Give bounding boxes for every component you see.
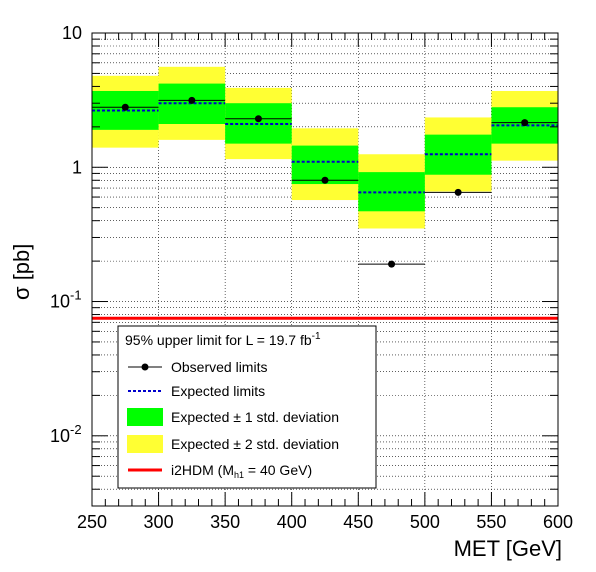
legend-expected-label: Expected limits xyxy=(171,383,265,399)
plot-frame xyxy=(91,32,559,507)
y-tick-label: 10-2 xyxy=(50,422,82,446)
legend-band2-swatch xyxy=(127,435,163,453)
x-tick-label: 500 xyxy=(410,512,440,532)
observed-point xyxy=(321,176,329,184)
x-axis-title: MET [GeV] xyxy=(454,536,562,561)
legend-band1-swatch xyxy=(127,408,163,426)
observed-point xyxy=(388,260,396,268)
legend-observed-label: Observed limits xyxy=(171,359,267,375)
y-axis-title: σ [pb] xyxy=(9,244,34,300)
observed-point xyxy=(121,103,129,111)
x-axis-ticks: 250 300 350 400 450 500 550 600 xyxy=(77,33,573,532)
observed-point xyxy=(454,188,462,196)
frame-rect xyxy=(91,32,559,507)
y-tick-label: 10 xyxy=(62,23,82,43)
y-tick-label: 1 xyxy=(72,157,82,177)
observed-point xyxy=(188,96,196,104)
x-tick-label: 550 xyxy=(476,512,506,532)
x-tick-label: 300 xyxy=(144,512,174,532)
x-tick-label: 600 xyxy=(543,512,573,532)
observed-point xyxy=(254,115,262,123)
legend-observed-marker xyxy=(141,363,149,371)
legend-band2-label: Expected ± 2 std. deviation xyxy=(171,436,339,452)
x-tick-label: 400 xyxy=(277,512,307,532)
y-axis-ticks: 10 1 10-1 10-2 xyxy=(50,23,558,507)
y-tick-label: 10-1 xyxy=(50,288,82,312)
legend-title: 95% upper limit for L = 19.7 fb-1 xyxy=(125,331,321,348)
x-tick-label: 450 xyxy=(343,512,373,532)
observed-limits xyxy=(92,96,558,268)
legend-box xyxy=(117,325,377,489)
x-tick-label: 350 xyxy=(210,512,240,532)
x-tick-label: 250 xyxy=(77,512,107,532)
legend-band1-label: Expected ± 1 std. deviation xyxy=(171,409,339,425)
observed-point xyxy=(521,119,529,127)
expected-limits xyxy=(92,102,558,194)
legend: 95% upper limit for L = 19.7 fb-1 Observ… xyxy=(117,325,377,489)
legend-theory-label: i2HDM (Mh1 = 40 GeV) xyxy=(171,462,312,480)
